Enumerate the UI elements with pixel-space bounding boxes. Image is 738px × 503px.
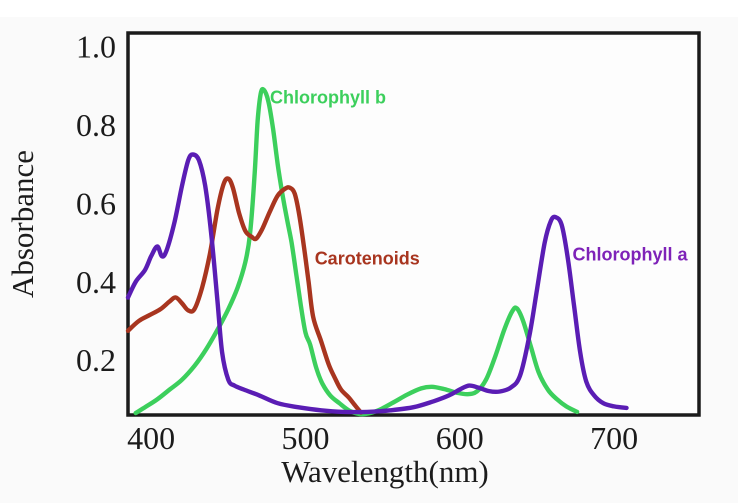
series-label-carotenoids: Carotenoids	[315, 248, 420, 268]
x-axis-title: Wavelength(nm)	[281, 454, 489, 489]
series-label-chlorophyll-b: Chlorophyll b	[270, 88, 386, 108]
y-tick-label-0.4: 0.4	[76, 264, 116, 300]
x-tick-label-600: 600	[436, 420, 484, 456]
series-annotations: Chlorophyll b Carotenoids Chlorophyll a	[270, 88, 688, 269]
x-tick-label-700: 700	[590, 420, 638, 456]
curve-chlorophyll-b	[133, 86, 580, 417]
series-label-chlorophyll-a: Chlorophyll a	[573, 244, 689, 264]
y-axis-tick-labels: 0.2 0.4 0.6 0.8 1.0	[76, 29, 116, 378]
curve-chlorophyll-a	[125, 152, 629, 415]
y-tick-label-1: 1.0	[76, 29, 116, 65]
y-axis-title: Absorbance	[5, 150, 40, 298]
y-tick-label-0.6: 0.6	[76, 185, 116, 221]
curve-carotenoids	[125, 176, 364, 415]
y-tick-label-0.8: 0.8	[76, 107, 116, 143]
y-tick-label-0.2: 0.2	[76, 342, 116, 378]
spectra-curves	[125, 86, 629, 417]
x-axis-tick-labels: 400 500 600 700	[127, 420, 638, 456]
x-tick-label-500: 500	[282, 420, 330, 456]
x-tick-label-400: 400	[127, 420, 175, 456]
